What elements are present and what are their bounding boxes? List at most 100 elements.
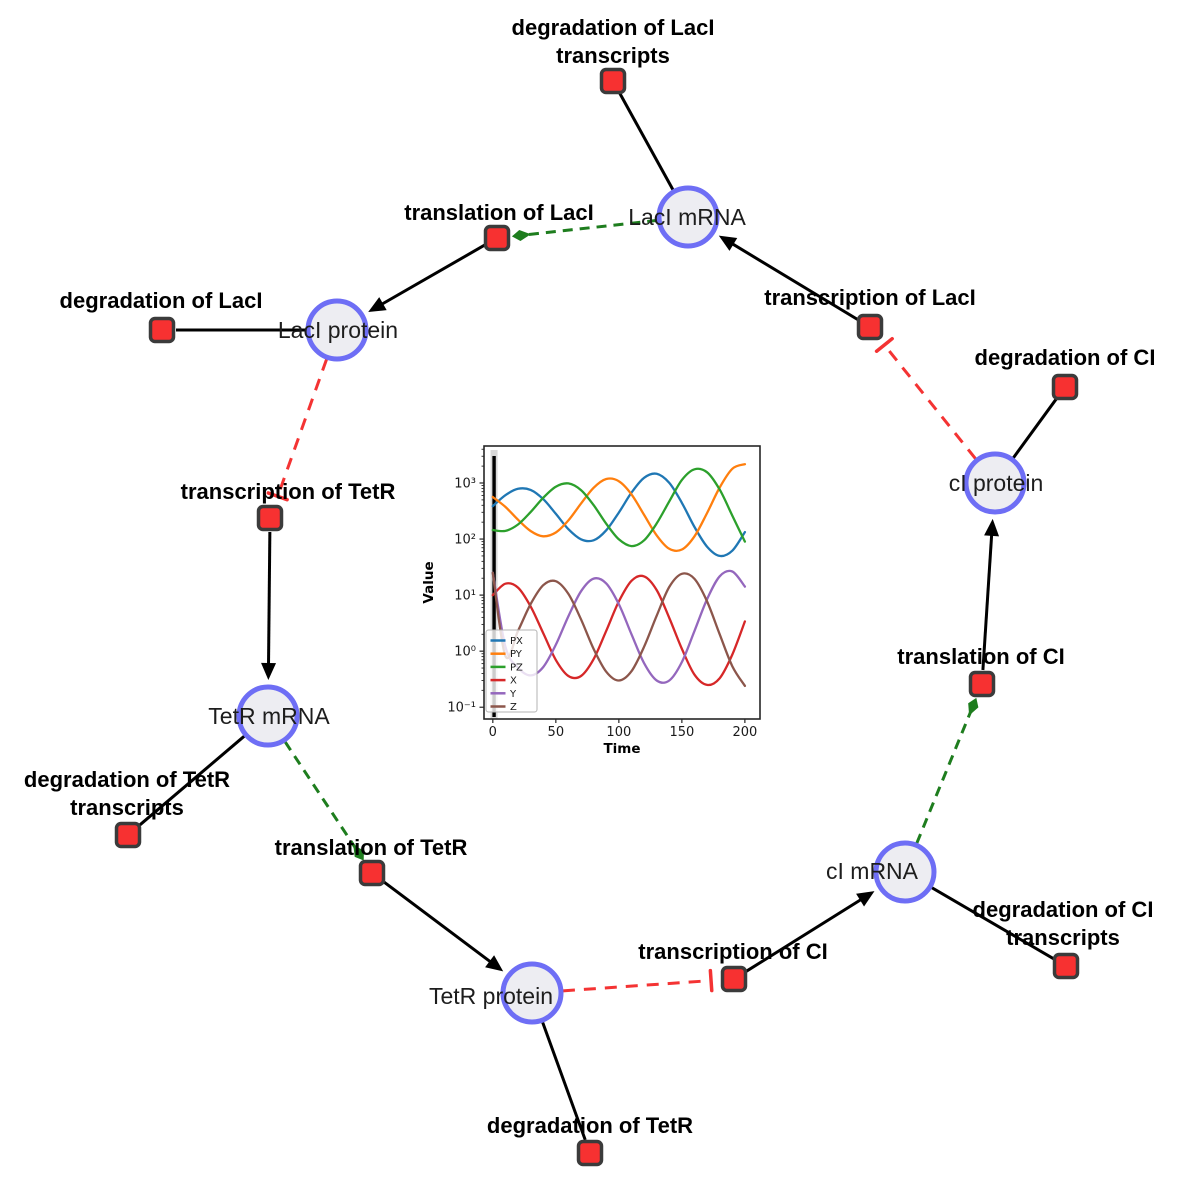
y-tick-label: 10³ (454, 476, 476, 491)
species-node-tetr_protein (500, 961, 564, 1025)
reaction-label-line: degradation of LacI (60, 288, 263, 313)
x-tick-label: 100 (606, 725, 631, 740)
arrowhead-icon (718, 235, 738, 251)
nodes-layer (114, 67, 1080, 1167)
edges-layer (137, 92, 1058, 1141)
x-tick-label: 50 (548, 725, 565, 740)
reaction-label-deg_tetr: degradation of TetR (487, 1113, 693, 1138)
x-tick-label: 150 (669, 725, 694, 740)
reaction-label-deg_laci: degradation of LacI (60, 288, 263, 313)
species-label-laci_protein: LacI protein (278, 317, 398, 343)
reaction-label-line: transcripts (1006, 925, 1120, 950)
reaction-label-line: degradation of CI (973, 897, 1154, 922)
edge-tx_ci-to-ci_mrna (745, 896, 866, 973)
reaction-node-deg_ci_tx (1052, 952, 1080, 980)
reaction-label-tx_tetr: transcription of TetR (181, 479, 396, 504)
species-node-tetr_mrna (236, 684, 300, 748)
species-label-ci_protein: cI protein (949, 470, 1044, 496)
reaction-label-line: degradation of CI (975, 345, 1156, 370)
species-label-tetr_mrna: TetR mRNA (208, 703, 330, 729)
reaction-label-line: transcription of CI (638, 939, 827, 964)
x-tick-label: 0 (489, 725, 497, 740)
labels-layer: degradation of LacI transcripts translatio… (24, 15, 1156, 1138)
legend-label-PZ: PZ (510, 662, 523, 673)
reaction-label-tx_ci: transcription of CI (638, 939, 827, 964)
inhibition-tee-icon (874, 336, 894, 353)
reaction-node-deg_laci (148, 316, 176, 344)
species-label-laci_mrna: LacI mRNA (628, 204, 746, 230)
edge-transl_tetr-to-tetr_protein (382, 880, 495, 966)
reaction-label-transl_tetr: translation of TetR (275, 835, 468, 860)
reaction-label-transl_ci: translation of CI (897, 644, 1064, 669)
y-tick-label: 10¹ (454, 589, 476, 604)
y-tick-label: 10² (454, 533, 476, 548)
reaction-label-line: translation of LacI (404, 200, 593, 225)
edge-tetr_mrna-to-transl_tetr (283, 741, 357, 849)
legend-entry-X: X (490, 676, 517, 687)
edge-ci_mrna-to-transl_ci (915, 711, 973, 844)
edge-tetr_protein-to-deg_tetr (541, 1021, 587, 1141)
species-label-tetr_protein: TetR protein (429, 983, 553, 1009)
reaction-label-deg_ci: degradation of CI (975, 345, 1156, 370)
legend-entry-Y: Y (490, 689, 517, 700)
edge-laci_protein-to-tx_tetr (276, 358, 329, 497)
edge-deg_laci_tx-to-laci_mrna (618, 92, 675, 191)
reaction-node-deg_laci_tx (599, 67, 627, 95)
inhibition-tee-icon (708, 968, 714, 993)
reaction-label-line: transcription of LacI (764, 285, 975, 310)
legend-label-PY: PY (510, 649, 523, 660)
species-node-ci_protein (963, 451, 1027, 515)
arrowhead-icon (856, 891, 875, 907)
legend-frame (485, 629, 538, 713)
reaction-label-line: transcripts (556, 43, 670, 68)
x-tick-label: 200 (732, 725, 757, 740)
x-axis-label: Time (603, 741, 640, 757)
legend-entry-PZ: PZ (490, 662, 523, 673)
reaction-label-line: degradation of TetR (24, 767, 230, 792)
reaction-node-transl_ci (968, 670, 996, 698)
legend-label-Y: Y (509, 689, 517, 700)
reaction-label-line: degradation of TetR (487, 1113, 693, 1138)
reaction-node-tx_ci (720, 965, 748, 993)
reaction-node-deg_tetr_tx (114, 821, 142, 849)
activation-arrowhead-icon (968, 697, 979, 716)
chart-series-PZ (491, 467, 747, 548)
reaction-node-deg_tetr (576, 1139, 604, 1167)
reaction-node-transl_tetr (358, 859, 386, 887)
reaction-label-deg_laci_tx: degradation of LacI transcripts (512, 15, 715, 68)
reaction-label-line: transcripts (70, 795, 184, 820)
chart-series-PX (491, 472, 747, 558)
edge-ci_protein-to-tx_laci (883, 344, 977, 460)
edge-transl_ci-to-ci_protein (981, 530, 994, 671)
reaction-label-deg_ci_tx: degradation of CI transcripts (973, 897, 1154, 950)
species-node-laci_mrna (656, 185, 720, 249)
edge-transl_laci-to-laci_protein (377, 243, 486, 308)
legend-entry-PX: PX (490, 636, 523, 647)
reaction-node-transl_laci (483, 224, 511, 252)
reaction-node-deg_ci (1051, 373, 1079, 401)
legend-entry-Z: Z (490, 702, 517, 713)
legend-label-X: X (510, 676, 517, 687)
edge-tetr_mrna-to-deg_tetr_tx (137, 734, 246, 828)
activation-arrowhead-icon (511, 230, 531, 241)
reaction-label-tx_laci: transcription of LacI (764, 285, 975, 310)
edge-tx_tetr-to-tetr_mrna (266, 531, 272, 669)
species-label-ci_mrna: cI mRNA (826, 858, 919, 884)
activation-arrowhead-icon (353, 844, 364, 861)
edge-tetr_protein-to-tx_ci (562, 979, 712, 993)
reaction-label-line: transcription of TetR (181, 479, 396, 504)
legend-label-Z: Z (510, 702, 517, 713)
chart-series-Z (491, 571, 747, 688)
edge-ci_mrna-to-deg_ci_tx (931, 886, 1055, 961)
y-tick-label: 10⁰ (454, 645, 476, 660)
inhibition-tee-icon (266, 491, 289, 502)
species-node-ci_mrna (873, 840, 937, 904)
reaction-label-line: degradation of LacI (512, 15, 715, 40)
arrowhead-icon (368, 297, 387, 313)
chart-series-PY (491, 463, 747, 552)
edge-tx_laci-to-laci_mrna (728, 240, 859, 322)
chart-spines (483, 445, 761, 720)
inset-chart: 0 50 100 150 20010⁻¹10⁰10¹10²10³TimeValuePXP… (421, 438, 778, 771)
